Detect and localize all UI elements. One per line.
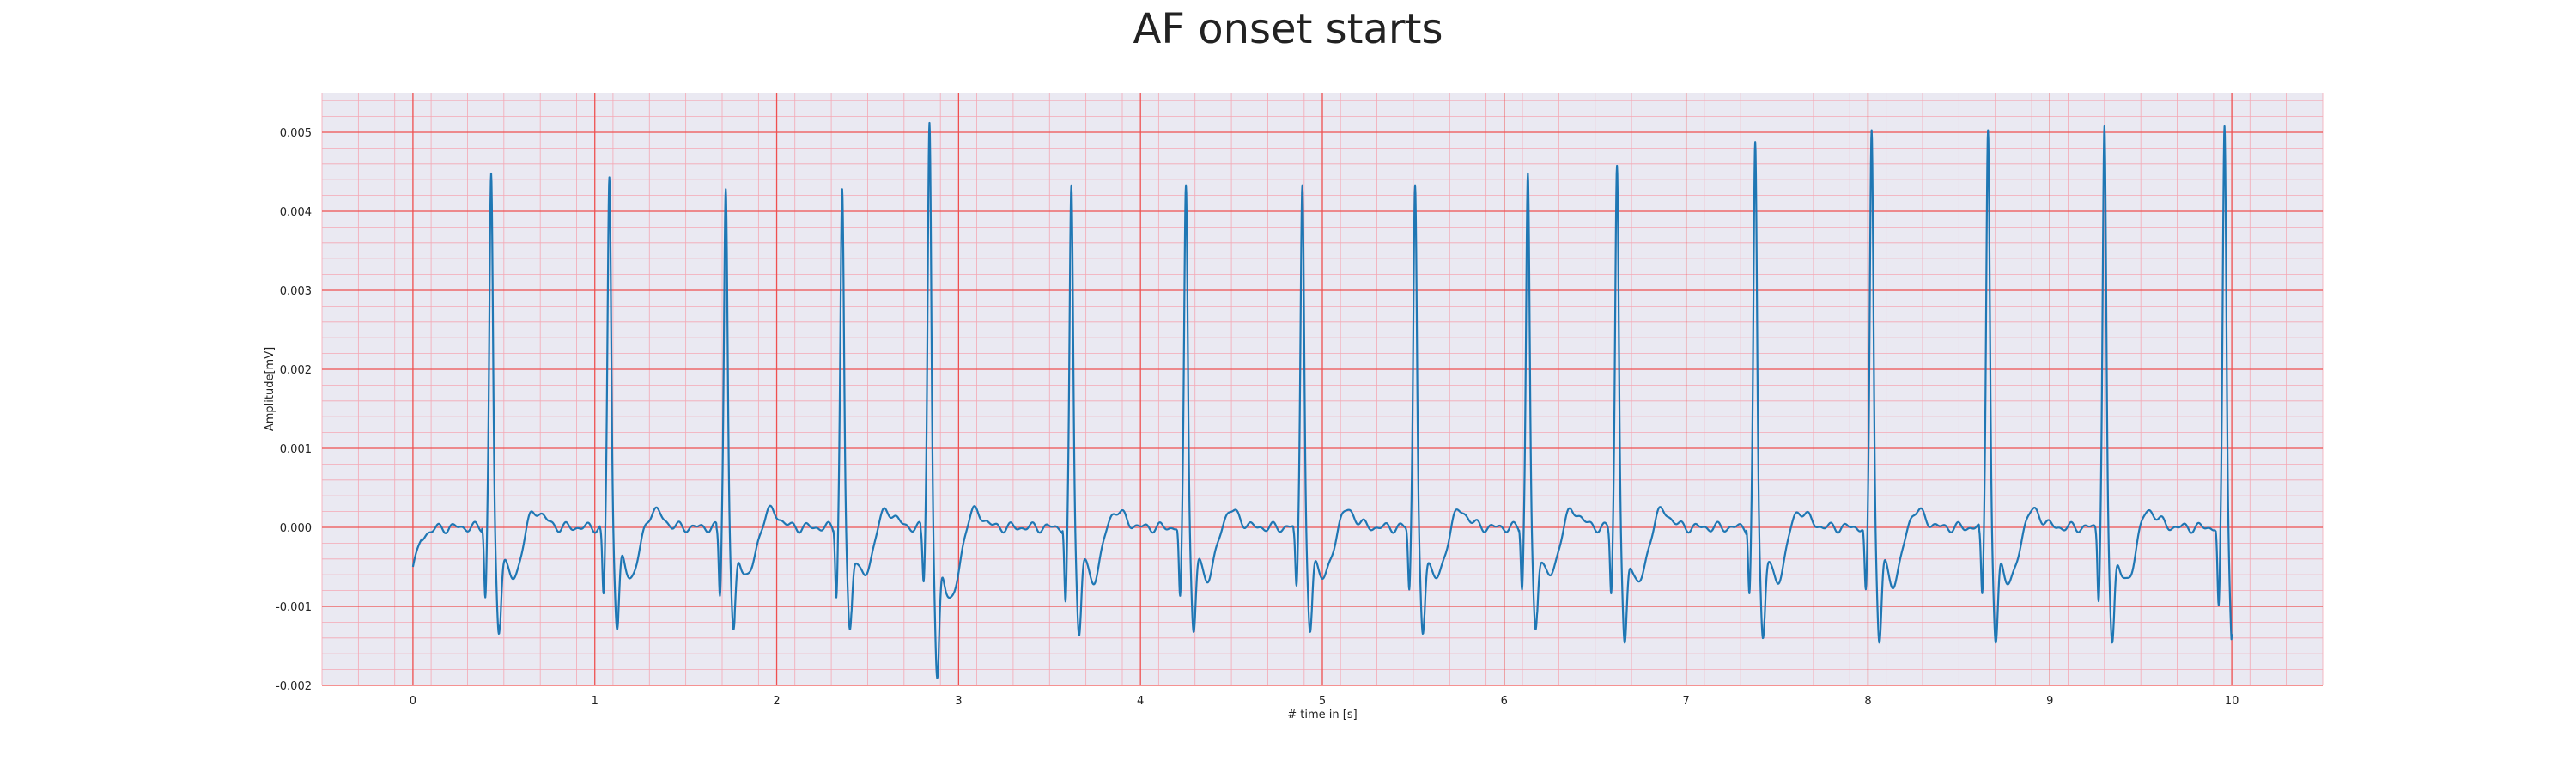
x-axis-label: # time in [s] [1287,709,1357,721]
ecg-trace [411,121,2233,679]
x-tick-label: 2 [773,695,780,708]
x-tick-label: 8 [1864,695,1871,708]
x-axis-ticks: 0 1 2 3 4 5 6 7 8 9 10 [410,695,2239,708]
y-tick-label: 0.000 [280,522,312,535]
x-tick-label: 4 [1137,695,1144,708]
x-tick-label: 7 [1682,695,1689,708]
y-axis-label: Amplitude[mV] [264,347,276,431]
y-tick-label: 0.003 [280,285,312,298]
x-tick-label: 9 [2046,695,2053,708]
y-tick-label: 0.004 [280,206,312,219]
y-tick-label: -0.002 [276,680,312,693]
y-tick-label: 0.005 [280,127,312,140]
y-tick-label: 0.002 [280,364,312,377]
x-tick-label: 6 [1501,695,1508,708]
x-tick-label: 0 [410,695,416,708]
chart-title: AF onset starts [1133,5,1443,53]
x-tick-label: 1 [592,695,598,708]
x-tick-label: 5 [1319,695,1326,708]
x-tick-label: 10 [2225,695,2239,708]
major-grid [322,93,2323,686]
x-tick-label: 3 [955,695,962,708]
y-tick-label: 0.001 [280,443,312,456]
y-tick-label: -0.001 [276,601,312,614]
y-axis-ticks: -0.002 -0.001 0.000 0.001 0.002 0.003 0.004 0.0… [276,127,312,693]
